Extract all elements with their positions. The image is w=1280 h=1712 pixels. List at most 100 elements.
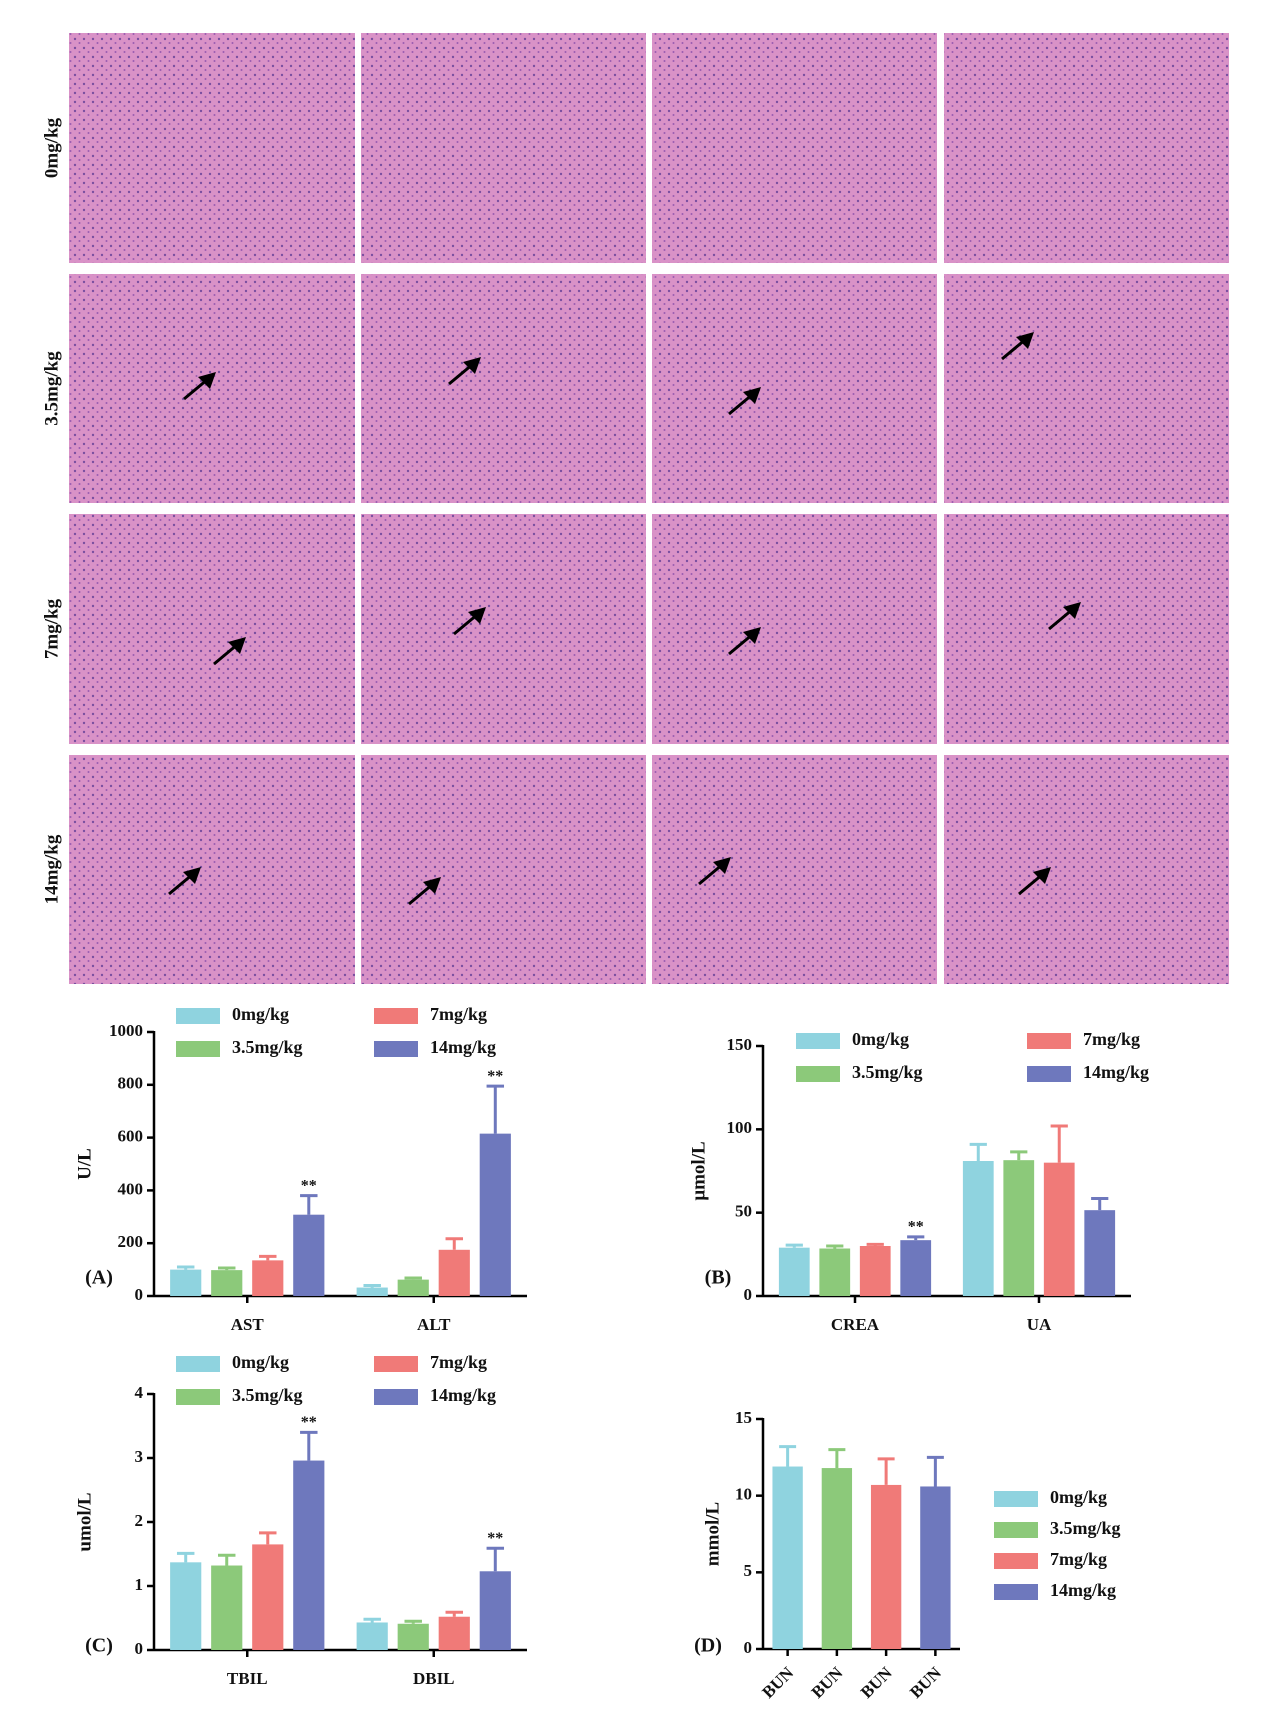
x-tick-label: DBIL bbox=[413, 1669, 455, 1688]
bar bbox=[356, 1622, 388, 1650]
x-tick-label: UA bbox=[1027, 1315, 1052, 1334]
histology-image bbox=[944, 33, 1229, 263]
bar bbox=[293, 1214, 325, 1296]
x-tick-label: BUN bbox=[758, 1663, 797, 1702]
y-tick-label: 0 bbox=[744, 1285, 753, 1304]
y-axis-label: mmol/L bbox=[702, 1502, 723, 1566]
legend-label: 0mg/kg bbox=[232, 1352, 289, 1372]
arrow-head bbox=[423, 877, 441, 894]
legend-swatch bbox=[176, 1041, 220, 1057]
legend-label: 3.5mg/kg bbox=[1050, 1518, 1121, 1538]
x-tick-label: AST bbox=[231, 1315, 265, 1334]
significance-label: ** bbox=[301, 1414, 317, 1431]
legend-swatch bbox=[994, 1553, 1038, 1569]
histology-image bbox=[652, 274, 937, 503]
legend-label: 3.5mg/kg bbox=[232, 1037, 303, 1057]
histology-image bbox=[69, 514, 355, 744]
histology-image bbox=[361, 33, 646, 263]
x-tick-label: ALT bbox=[417, 1315, 451, 1334]
y-tick-label: 15 bbox=[735, 1408, 752, 1427]
legend-label: 7mg/kg bbox=[1050, 1549, 1107, 1569]
x-tick-label: BUN bbox=[857, 1663, 896, 1702]
panel-label: (C) bbox=[85, 1635, 113, 1657]
arrow-head bbox=[1016, 332, 1034, 349]
y-tick-label: 0 bbox=[135, 1285, 144, 1304]
legend-label: 0mg/kg bbox=[1050, 1487, 1107, 1507]
histology-image bbox=[652, 33, 937, 263]
y-tick-label: 1 bbox=[135, 1575, 144, 1594]
legend-swatch bbox=[796, 1066, 840, 1082]
bar bbox=[859, 1246, 891, 1296]
legend-swatch bbox=[994, 1491, 1038, 1507]
bar bbox=[821, 1468, 853, 1649]
bar bbox=[293, 1460, 325, 1650]
error-bar bbox=[826, 1244, 844, 1249]
histology-image bbox=[944, 514, 1229, 744]
y-tick-label: 3 bbox=[135, 1447, 144, 1466]
arrow-head bbox=[468, 607, 486, 624]
arrow-head bbox=[1033, 867, 1051, 884]
bar bbox=[438, 1616, 470, 1650]
y-tick-label: 2 bbox=[135, 1511, 144, 1530]
histology-image bbox=[361, 755, 646, 984]
y-tick-label: 150 bbox=[727, 1035, 753, 1054]
bar bbox=[962, 1161, 994, 1296]
legend-swatch bbox=[1027, 1033, 1071, 1049]
histology-image bbox=[652, 514, 937, 744]
error-bar bbox=[907, 1235, 925, 1241]
legend-swatch bbox=[176, 1356, 220, 1372]
row-label: 7mg/kg bbox=[41, 598, 62, 659]
bar bbox=[356, 1287, 388, 1296]
bar bbox=[170, 1269, 202, 1296]
significance-label: ** bbox=[908, 1219, 924, 1236]
legend-label: 3.5mg/kg bbox=[852, 1062, 923, 1082]
arrow-head bbox=[463, 357, 481, 374]
y-tick-label: 600 bbox=[118, 1127, 144, 1146]
legend-label: 14mg/kg bbox=[1083, 1062, 1149, 1082]
error-bar bbox=[828, 1448, 846, 1469]
panel-label: (A) bbox=[85, 1267, 113, 1289]
legend-label: 14mg/kg bbox=[1050, 1580, 1116, 1600]
bar bbox=[772, 1466, 803, 1649]
legend-swatch bbox=[176, 1389, 220, 1405]
bar bbox=[397, 1623, 429, 1650]
y-tick-label: 1000 bbox=[109, 1021, 143, 1040]
error-bar bbox=[300, 1194, 318, 1215]
legend-label: 7mg/kg bbox=[1083, 1029, 1140, 1049]
panel-label: (B) bbox=[705, 1267, 732, 1289]
significance-label: ** bbox=[487, 1068, 503, 1085]
histology-image bbox=[69, 33, 355, 263]
legend-label: 7mg/kg bbox=[430, 1004, 487, 1024]
bar bbox=[900, 1240, 932, 1296]
bar bbox=[252, 1544, 284, 1650]
legend-swatch bbox=[994, 1584, 1038, 1600]
histology-image bbox=[944, 755, 1229, 984]
arrow-head bbox=[228, 637, 246, 654]
error-bar bbox=[259, 1531, 277, 1545]
legend-swatch bbox=[374, 1041, 418, 1057]
row-label: 0mg/kg bbox=[41, 117, 62, 178]
histology-image bbox=[361, 514, 646, 744]
bar bbox=[252, 1260, 284, 1296]
bar bbox=[397, 1279, 429, 1296]
bar bbox=[819, 1248, 851, 1296]
error-bar bbox=[926, 1455, 944, 1487]
bar bbox=[170, 1562, 202, 1650]
legend-swatch bbox=[176, 1008, 220, 1024]
legend-label: 7mg/kg bbox=[430, 1352, 487, 1372]
error-bar bbox=[1010, 1150, 1028, 1161]
y-axis-label: umol/L bbox=[74, 1492, 95, 1551]
x-tick-label: BUN bbox=[906, 1663, 945, 1702]
y-tick-label: 400 bbox=[118, 1179, 144, 1198]
arrow-head bbox=[183, 867, 201, 884]
bar bbox=[870, 1484, 902, 1649]
error-bar bbox=[486, 1084, 505, 1134]
bar bbox=[438, 1249, 470, 1296]
y-tick-label: 0 bbox=[135, 1639, 144, 1658]
x-tick-label: CREA bbox=[831, 1315, 880, 1334]
error-bar bbox=[445, 1237, 463, 1250]
legend-swatch bbox=[374, 1008, 418, 1024]
histology-image bbox=[652, 755, 937, 984]
error-bar bbox=[259, 1254, 277, 1261]
